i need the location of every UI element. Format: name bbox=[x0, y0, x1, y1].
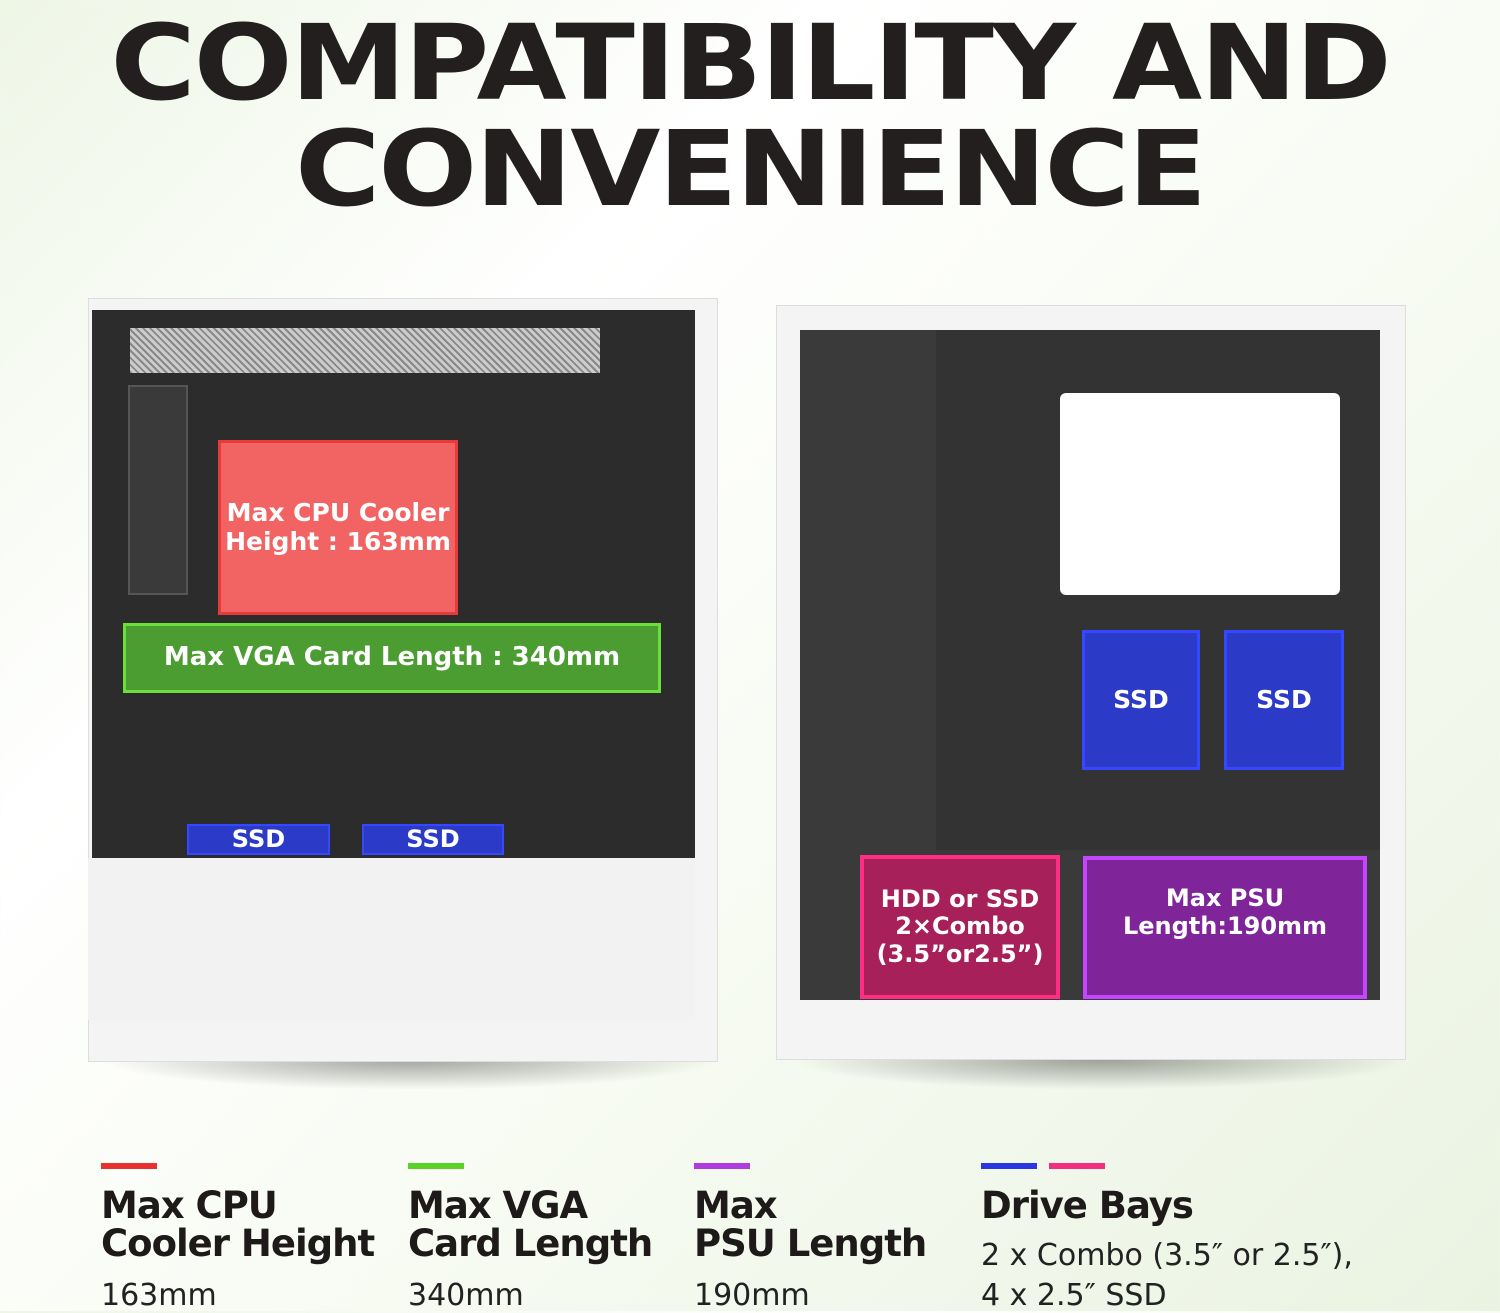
ssd-color-bar bbox=[981, 1163, 1037, 1169]
spec-value: 2 x Combo (3.5″ or 2.5″), bbox=[981, 1238, 1353, 1273]
spec-value: 190mm bbox=[694, 1278, 810, 1313]
ssd-overlay: SSD bbox=[1082, 630, 1200, 770]
cpu-color-bar bbox=[101, 1163, 157, 1169]
vga-color-bar bbox=[408, 1163, 464, 1169]
ssd-overlay: SSD bbox=[362, 824, 504, 855]
ssd-overlay: SSD bbox=[1224, 630, 1344, 770]
top-mesh bbox=[130, 328, 600, 373]
psu-overlay: Max PSU Length:190mm bbox=[1083, 856, 1367, 999]
cpu-cutout bbox=[1060, 393, 1340, 595]
hdd-color-bar bbox=[1049, 1163, 1105, 1169]
title-line-2: CONVENIENCE bbox=[295, 108, 1207, 230]
spec-value: 340mm bbox=[408, 1278, 524, 1313]
spec-value: 163mm bbox=[101, 1278, 217, 1313]
rear-fan-icon bbox=[128, 385, 188, 595]
hdd-overlay: HDD or SSD 2×Combo (3.5”or2.5”) bbox=[860, 855, 1060, 999]
spec-heading: PSU Length bbox=[694, 1222, 927, 1265]
spec-heading: Max VGA bbox=[408, 1184, 588, 1227]
cpu-cooler-overlay: Max CPU Cooler Height : 163mm bbox=[218, 440, 458, 615]
spec-heading: Max CPU bbox=[101, 1184, 278, 1227]
ssd-overlay: SSD bbox=[187, 824, 330, 855]
spec-heading: Max bbox=[694, 1184, 778, 1227]
title-line-1: COMPATIBILITY AND bbox=[110, 2, 1392, 124]
spec-heading: Card Length bbox=[408, 1222, 653, 1265]
spec-heading: Drive Bays bbox=[981, 1184, 1194, 1227]
spec-value: 4 x 2.5″ SSD bbox=[981, 1278, 1167, 1313]
psu-color-bar bbox=[694, 1163, 750, 1169]
spec-heading: Cooler Height bbox=[101, 1222, 375, 1265]
vga-overlay: Max VGA Card Length : 340mm bbox=[123, 623, 661, 693]
psu-shroud bbox=[88, 858, 695, 1020]
